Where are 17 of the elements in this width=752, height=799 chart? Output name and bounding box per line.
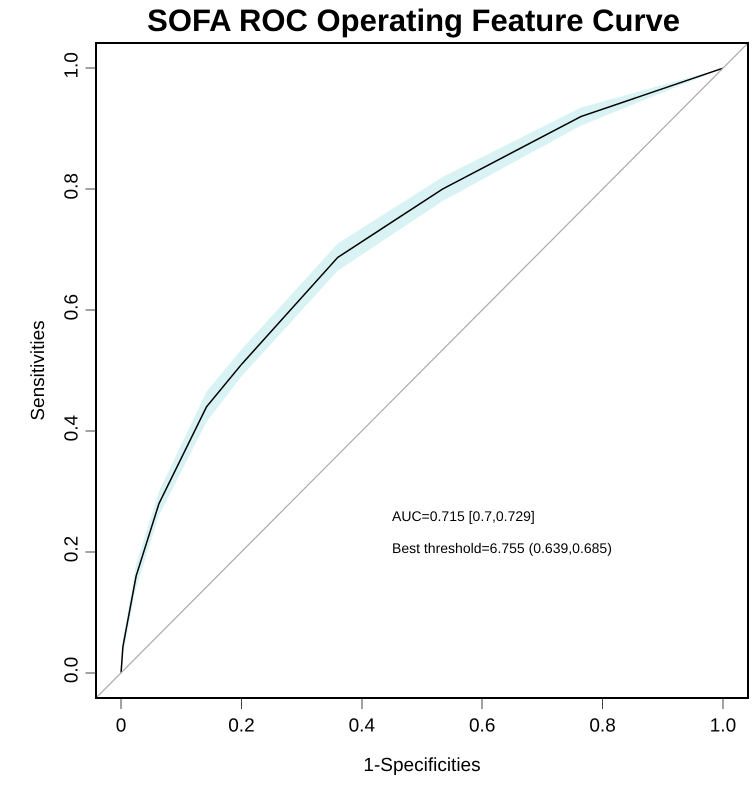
annotation: AUC=0.715 [0.7,0.729] <box>392 508 535 524</box>
x-axis-title: 1-Specificities <box>363 754 481 776</box>
x-tick-label: 0.8 <box>589 716 616 737</box>
annotation: Best threshold=6.755 (0.639,0.685) <box>392 540 612 556</box>
y-tick-label: 0.0 <box>62 656 83 684</box>
y-tick-label: 0.8 <box>62 173 83 200</box>
y-axis-title: Sensitivities <box>28 320 49 421</box>
y-tick-label: 0.2 <box>62 536 83 562</box>
x-tick-label: 1.0 <box>710 716 736 737</box>
y-tick-label: 1.0 <box>62 52 83 79</box>
x-tick-label: 0.4 <box>348 716 376 737</box>
y-tick-label: 0.4 <box>62 414 83 442</box>
chart-title: SOFA ROC Operating Feature Curve <box>147 2 680 38</box>
x-tick-label: 0.6 <box>468 716 496 737</box>
x-tick-label: 0 <box>116 716 126 737</box>
x-tick-label: 0.2 <box>228 716 255 737</box>
y-tick-label: 0.6 <box>62 294 83 320</box>
